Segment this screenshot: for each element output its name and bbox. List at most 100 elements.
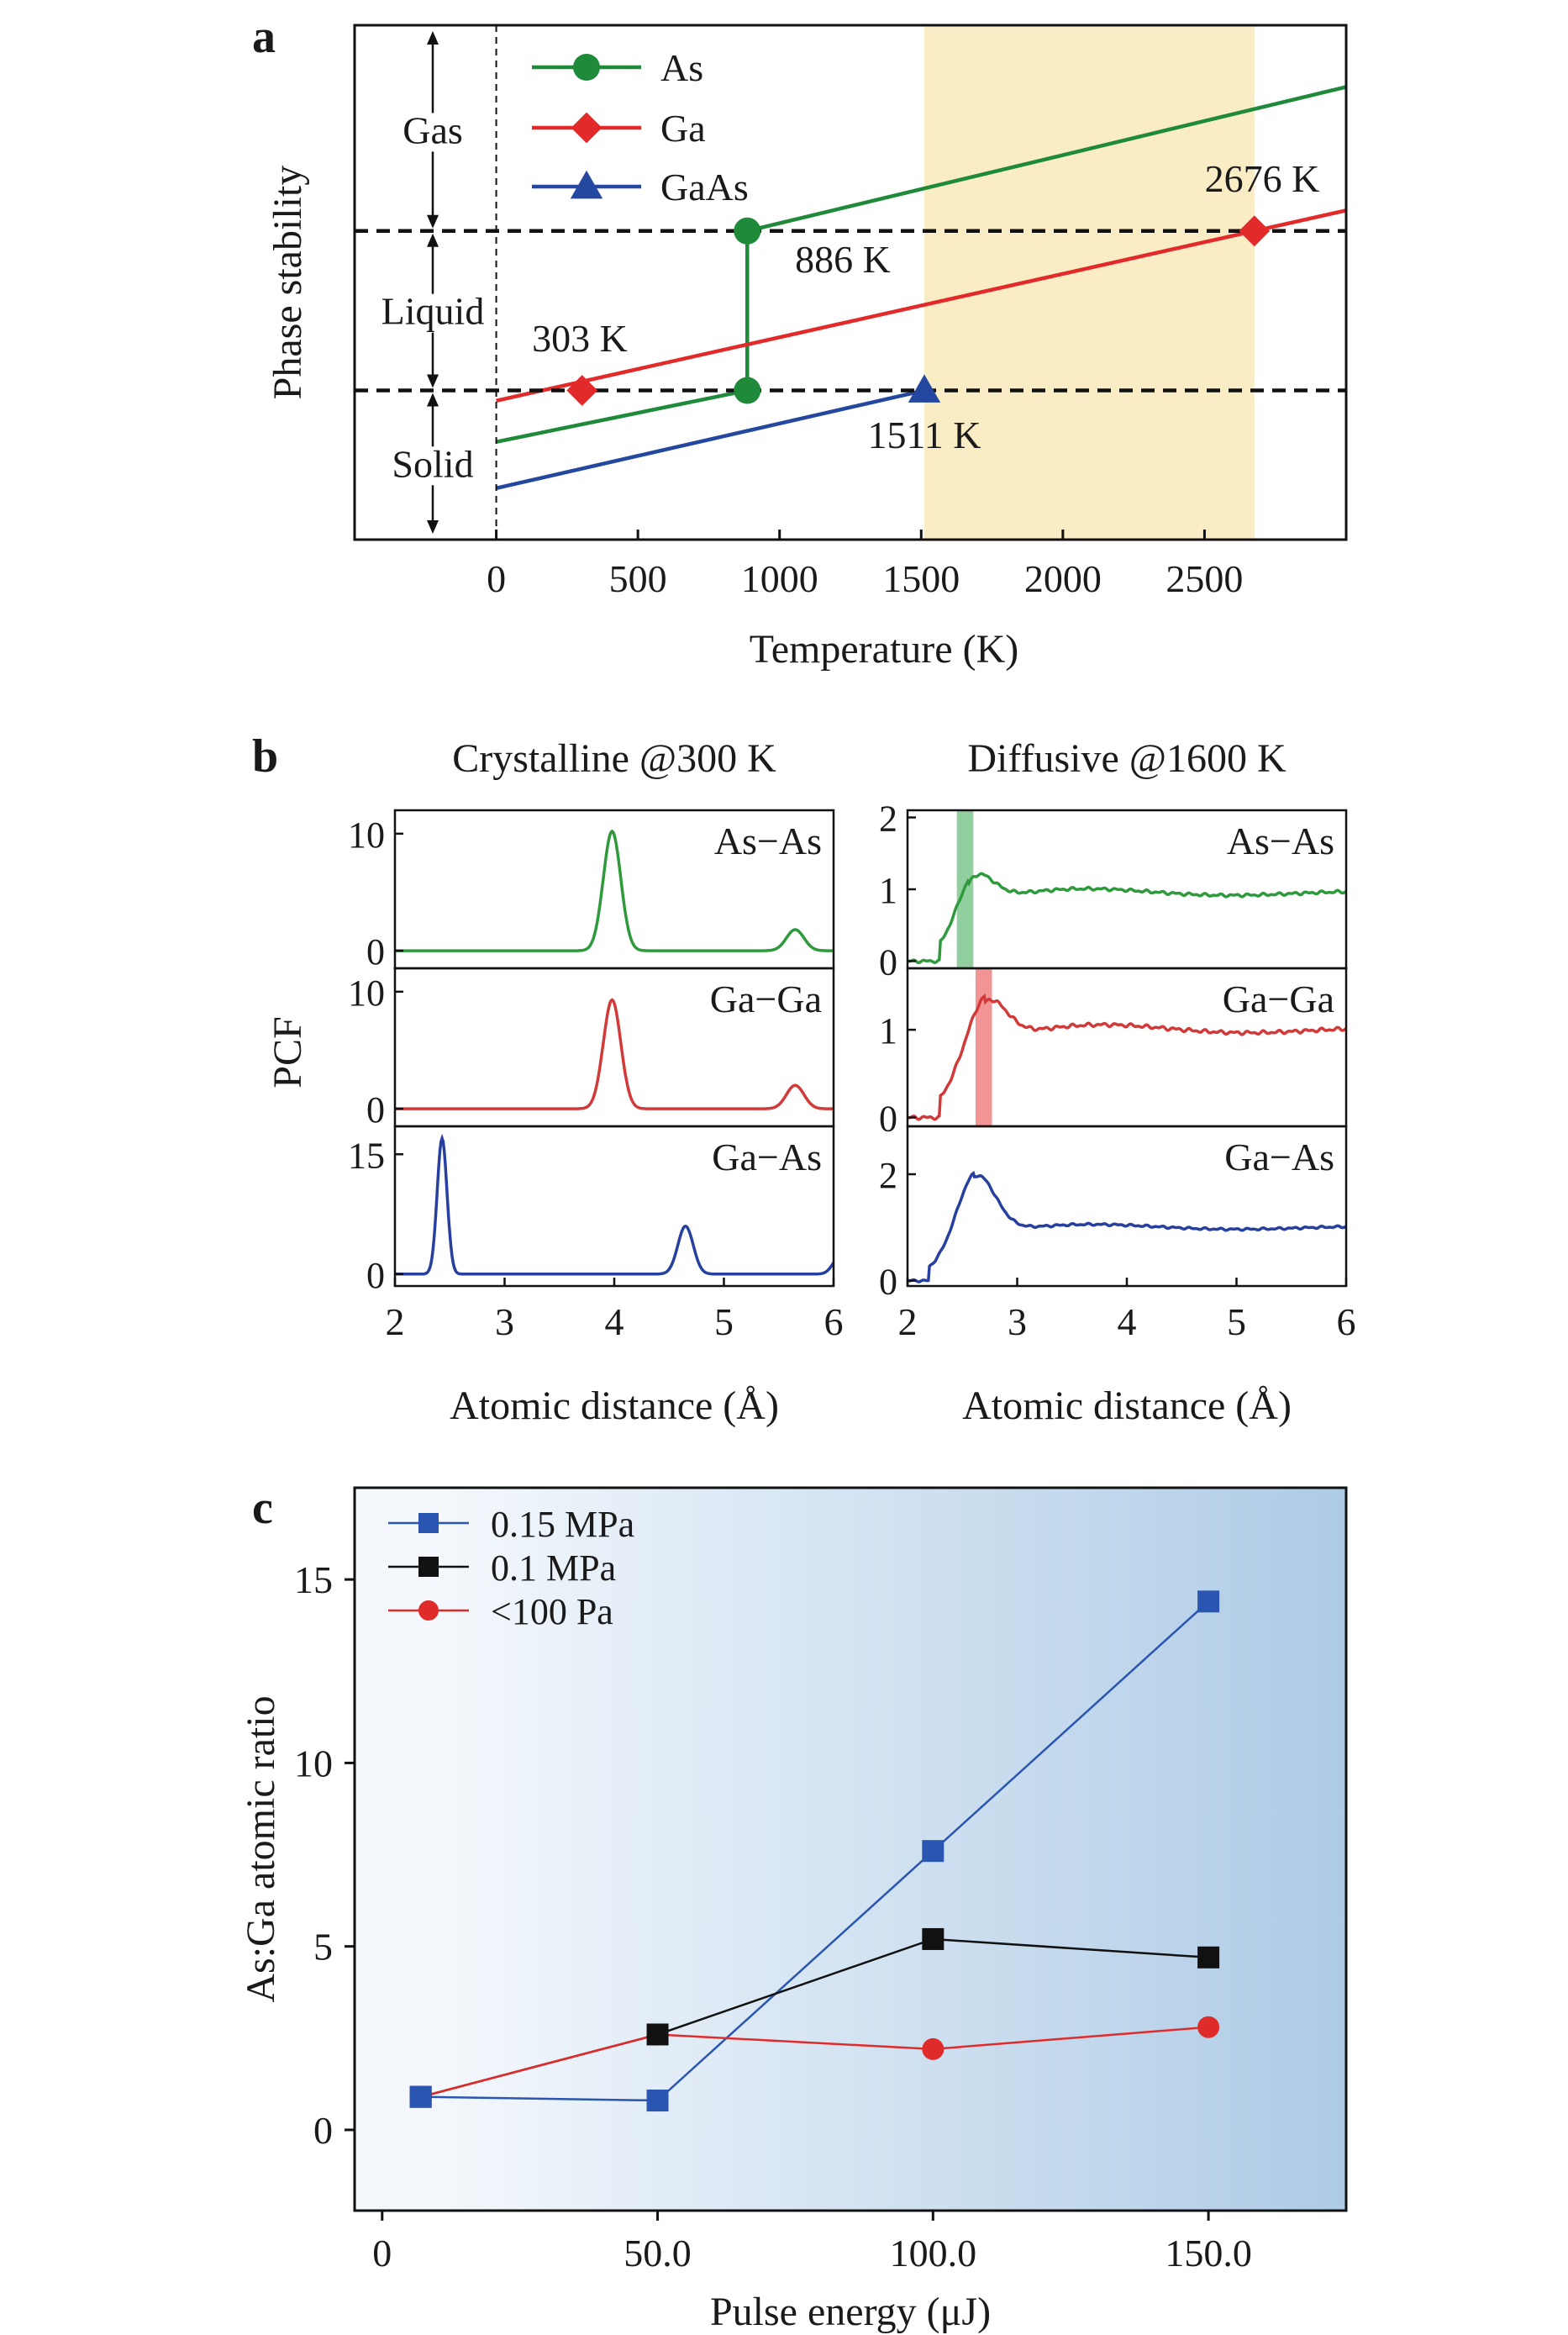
y-tick-label-1-1-1: 1	[879, 1010, 897, 1052]
x-axis-label: Pulse energy (μJ)	[710, 2290, 991, 2334]
series-line-as-0	[496, 388, 748, 444]
series-line-0	[420, 1600, 1209, 2102]
data-point-1-2	[922, 1927, 944, 1950]
phase-region-label-bg-2	[387, 446, 479, 486]
marker-gaas-0	[908, 374, 941, 403]
x-axis-label-1: Atomic distance (Å)	[962, 1384, 1292, 1428]
y-tick-label-1: 5	[313, 1926, 333, 1969]
legend-marker-1	[418, 1557, 439, 1577]
legend-marker-ga	[571, 112, 602, 144]
legend-label-gaas: GaAs	[660, 166, 749, 208]
phase-region-arrowhead-up-2	[427, 393, 439, 407]
phase-region-label-2: Solid	[392, 442, 473, 485]
y-tick-label-1-2-0: 0	[879, 1262, 897, 1303]
panel-a-letter: a	[252, 11, 276, 63]
panel-b-letter: b	[252, 730, 278, 783]
column-title-1: Diffusive @1600 K	[967, 736, 1286, 781]
y-axis-label: As:Ga atomic ratio	[239, 1695, 283, 2002]
series-line-as-2	[746, 85, 1347, 233]
y-tick-label-1-0-2: 2	[879, 799, 897, 840]
data-point-1-1	[646, 2023, 669, 2046]
column-title-0: Crystalline @300 K	[452, 736, 776, 781]
y-axis-label: Phase stability	[266, 166, 310, 400]
data-point-0-1	[646, 2090, 669, 2112]
x-tick-label-0: 0	[372, 2232, 392, 2274]
legend-label-1: 0.1 MPa	[491, 1547, 616, 1589]
x-tick-label-0-4: 6	[824, 1300, 844, 1343]
x-tick-label-1-4: 6	[1337, 1300, 1356, 1343]
y-tick-label-0-1-1: 10	[348, 972, 385, 1014]
y-tick-label-0-1-0: 0	[366, 1089, 385, 1131]
x-tick-label-3: 1500	[882, 557, 960, 600]
panel-a-phase-stability-chart: a Gas Liquid Solid 2676 K 886 K 303 K 1511 K As…	[252, 11, 1348, 672]
panel-b-pcf-chart: b Crystalline @300 KAs−As010Ga−Ga010Ga−A…	[252, 730, 1356, 1428]
y-tick-label-0-2-0: 0	[366, 1255, 385, 1296]
highlight-band	[923, 25, 1255, 540]
pcf-curve-0-0	[395, 829, 834, 952]
axes-frame	[353, 1486, 1348, 2212]
x-tick-label-0-3: 5	[714, 1300, 734, 1343]
pair-label-1-2: Ga−As	[1224, 1136, 1334, 1178]
temperature-annotation-3: 1511 K	[867, 414, 981, 456]
y-tick-label-1-2-1: 2	[879, 1155, 897, 1196]
y-tick-label-1-0-0: 0	[879, 941, 897, 983]
x-tick-label-0-2: 4	[605, 1300, 624, 1343]
legend-label-ga: Ga	[660, 107, 706, 150]
y-tick-label-0-0-1: 10	[348, 814, 385, 856]
marker-ga-1	[1239, 215, 1271, 247]
y-tick-label-1-1-0: 0	[879, 1099, 897, 1140]
series-line-gaas-0	[496, 388, 925, 490]
legend-label-2: <100 Pa	[491, 1591, 613, 1632]
y-tick-label-1-0-1: 1	[879, 870, 897, 911]
x-tick-label-1: 50.0	[624, 2232, 692, 2274]
x-tick-label-0-1: 3	[495, 1300, 514, 1343]
data-point-0-2	[922, 1840, 944, 1863]
legend-marker-2	[418, 1600, 439, 1621]
highlight-band-1-1	[975, 968, 992, 1126]
x-tick-label-3: 150.0	[1165, 2232, 1252, 2274]
y-tick-label-0-2-1: 15	[348, 1135, 385, 1176]
phase-region-label-0: Gas	[403, 108, 463, 151]
temperature-annotation-1: 886 K	[795, 238, 891, 281]
temperature-annotation-0: 2676 K	[1205, 157, 1320, 200]
legend-marker-as	[573, 54, 600, 81]
panel-c-letter: c	[252, 1482, 273, 1534]
x-tick-label-1: 500	[609, 557, 667, 600]
x-tick-label-1-0: 2	[898, 1300, 918, 1343]
y-tick-label-0-0-0: 0	[366, 931, 385, 972]
data-point-2-3	[1197, 2016, 1220, 2038]
pcf-curve-0-2	[395, 1133, 835, 1276]
x-tick-label-5: 2500	[1165, 557, 1243, 600]
pcf-curve-1-0	[907, 872, 1347, 965]
x-tick-label-2: 100.0	[890, 2232, 977, 2274]
data-point-1-3	[1197, 1946, 1220, 1969]
pair-label-0-1: Ga−Ga	[710, 978, 822, 1020]
phase-region-arrowhead-up-1	[427, 233, 439, 247]
axes-frame	[353, 24, 1348, 541]
pair-label-1-1: Ga−Ga	[1223, 978, 1334, 1020]
phase-region-arrowhead-down-2	[427, 520, 439, 534]
pcf-curve-0-1	[395, 998, 834, 1110]
x-tick-label-1-3: 5	[1227, 1300, 1246, 1343]
x-tick-label-0-0: 2	[386, 1300, 405, 1343]
x-tick-label-1-2: 4	[1118, 1300, 1137, 1343]
data-point-2-2	[922, 2037, 944, 2060]
x-tick-label-1-1: 3	[1008, 1300, 1027, 1343]
series-line-ga-0	[496, 208, 1347, 403]
legend-label-as: As	[660, 46, 703, 89]
y-axis-label: PCF	[266, 1016, 310, 1088]
x-axis-label: Temperature (K)	[750, 627, 1018, 672]
y-tick-label-2: 10	[294, 1742, 333, 1784]
pcf-curve-1-1	[907, 994, 1347, 1121]
legend-marker-0	[418, 1513, 439, 1533]
phase-region-arrowhead-down-0	[427, 214, 439, 229]
marker-as-0	[734, 217, 761, 245]
phase-region-label-1: Liquid	[381, 290, 485, 333]
temperature-annotation-2: 303 K	[532, 317, 628, 360]
pair-label-1-0: As−As	[1227, 820, 1334, 862]
data-point-0-0	[409, 2085, 432, 2108]
legend-label-0: 0.15 MPa	[491, 1504, 634, 1545]
x-tick-label-2: 1000	[741, 557, 818, 600]
